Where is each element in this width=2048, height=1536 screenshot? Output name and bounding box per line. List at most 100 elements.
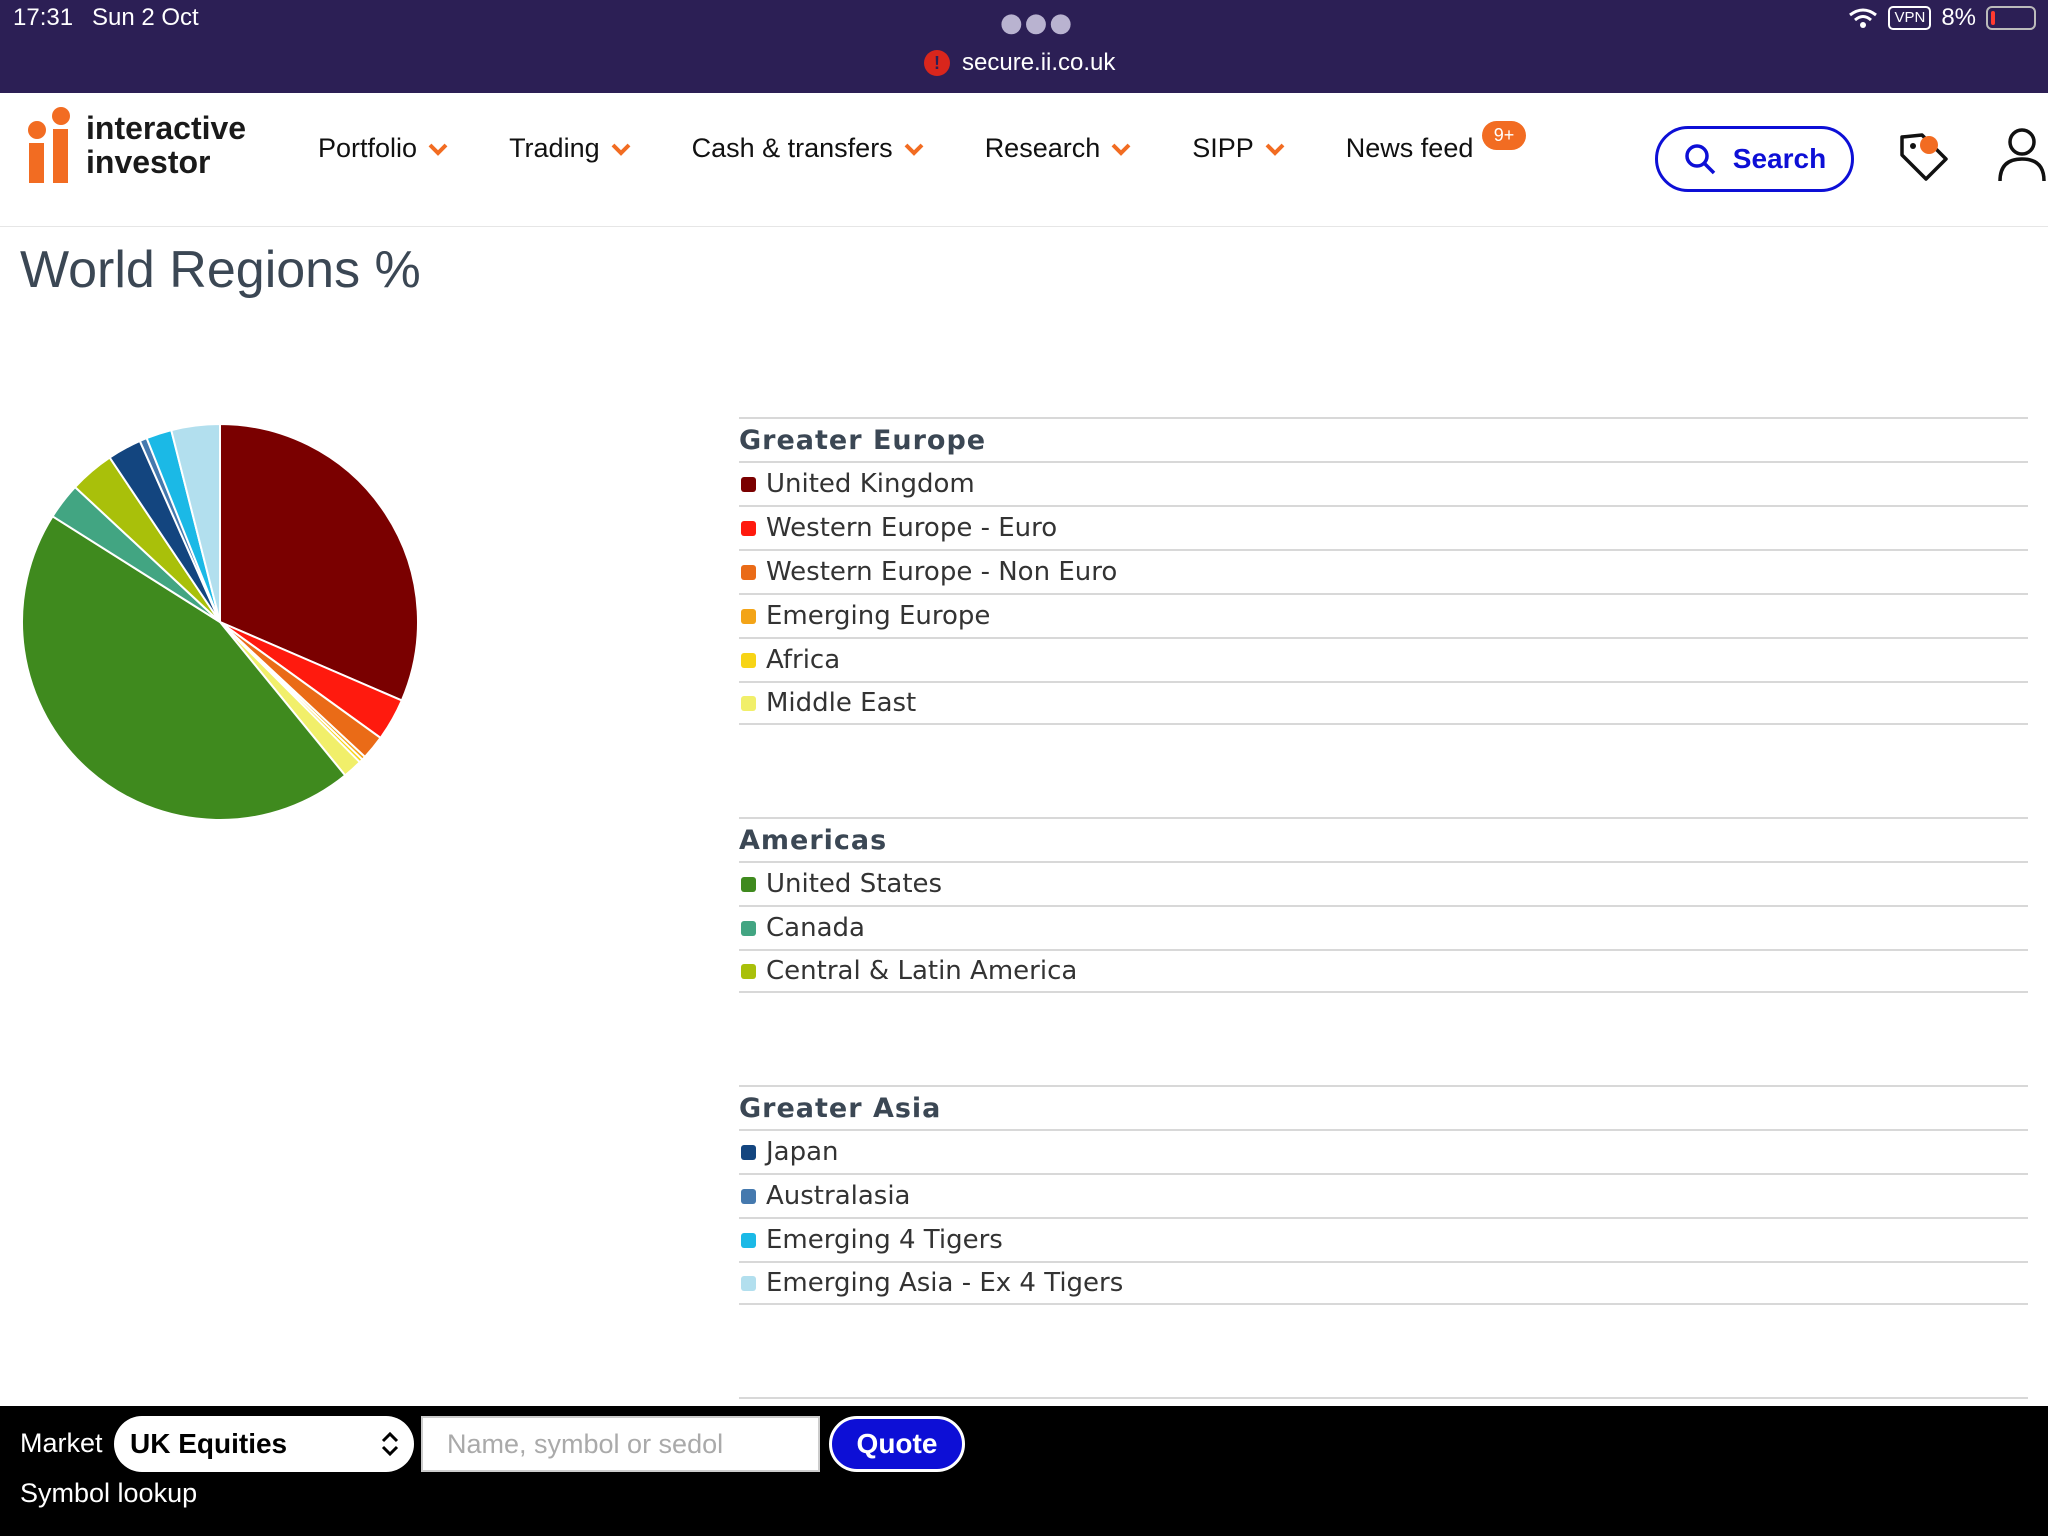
battery-percent: 8% bbox=[1941, 4, 1976, 31]
wifi-icon bbox=[1849, 8, 1878, 28]
chevron-down-icon bbox=[1111, 143, 1131, 156]
legend-row: Central & Latin America bbox=[739, 949, 2028, 993]
warning-icon: ! bbox=[924, 50, 950, 76]
region-header: Greater Europe bbox=[739, 417, 2028, 461]
region-header: Americas bbox=[739, 817, 2028, 861]
world-regions-pie-chart bbox=[21, 422, 420, 821]
nav-research[interactable]: Research bbox=[985, 133, 1133, 164]
legend-swatch bbox=[741, 476, 756, 492]
legend-label: Emerging Asia - Ex 4 Tigers bbox=[766, 1268, 1124, 1298]
legend-swatch bbox=[741, 1275, 756, 1291]
legend-label: Middle East bbox=[766, 688, 917, 718]
status-time: 17:31 bbox=[13, 4, 74, 31]
legend-label: Emerging Europe bbox=[766, 601, 991, 631]
price-tag-alert-icon[interactable] bbox=[1896, 129, 1952, 185]
legend-swatch bbox=[741, 920, 756, 936]
search-button[interactable]: Search bbox=[1655, 126, 1854, 192]
quote-button[interactable]: Quote bbox=[829, 1416, 965, 1472]
legend-label: Japan bbox=[766, 1137, 839, 1167]
pie-slice-united-kingdom bbox=[219, 422, 420, 702]
pie-slice-united-states bbox=[21, 514, 347, 821]
legend-row: Emerging Asia - Ex 4 Tigers bbox=[739, 1261, 2028, 1305]
legend-swatch bbox=[741, 1232, 756, 1248]
legend-label: Canada bbox=[766, 913, 865, 943]
legend-swatch bbox=[741, 695, 756, 711]
more-dots-icon[interactable]: ●●● bbox=[1000, 8, 1075, 38]
legend-label: Emerging 4 Tigers bbox=[766, 1225, 1003, 1255]
status-indicators: VPN 8% bbox=[1848, 4, 2036, 32]
nav-sipp[interactable]: SIPP bbox=[1192, 133, 1286, 164]
nav-label: News feed bbox=[1345, 133, 1474, 163]
legend-label: United Kingdom bbox=[766, 469, 975, 499]
news-feed-badge: 9+ bbox=[1481, 121, 1527, 150]
logo-line2: investor bbox=[86, 144, 211, 180]
vpn-badge: VPN bbox=[1888, 6, 1932, 30]
site-header: interactive investor Portfolio Trading C… bbox=[0, 93, 2048, 227]
nav-cash-transfers[interactable]: Cash & transfers bbox=[692, 133, 925, 164]
legend-swatch bbox=[741, 963, 756, 979]
user-account-icon[interactable] bbox=[1996, 125, 2048, 185]
logo-line1: interactive bbox=[86, 110, 247, 146]
legend-row: United Kingdom bbox=[739, 461, 2028, 505]
select-arrows-icon bbox=[381, 1431, 399, 1457]
address-bar[interactable]: ! secure.ii.co.uk bbox=[924, 46, 1115, 80]
legend-row: Africa bbox=[739, 637, 2028, 681]
nav-label: Portfolio bbox=[318, 133, 418, 163]
legend-swatch bbox=[741, 876, 756, 892]
legend-row: Emerging Europe bbox=[739, 593, 2028, 637]
chevron-down-icon bbox=[904, 143, 924, 156]
quote-bar: Market UK Equities Name, symbol or sedol… bbox=[0, 1406, 2048, 1536]
legend-label: Africa bbox=[766, 645, 841, 675]
nav-label: SIPP bbox=[1192, 133, 1254, 163]
divider bbox=[739, 1397, 2028, 1399]
symbol-lookup-link[interactable]: Symbol lookup bbox=[20, 1478, 198, 1508]
legend-row: United States bbox=[739, 861, 2028, 905]
nav-label: Research bbox=[984, 133, 1101, 163]
legend-row: Western Europe - Euro bbox=[739, 505, 2028, 549]
legend-label: Western Europe - Non Euro bbox=[766, 557, 1118, 587]
search-icon bbox=[1685, 144, 1716, 175]
legend-label: United States bbox=[766, 869, 943, 899]
legend-label: Western Europe - Euro bbox=[766, 513, 1058, 543]
chevron-down-icon bbox=[428, 143, 448, 156]
nav-portfolio[interactable]: Portfolio bbox=[318, 133, 449, 164]
logo[interactable]: interactive investor bbox=[28, 107, 246, 183]
legend-swatch bbox=[741, 652, 756, 668]
symbol-search-input[interactable]: Name, symbol or sedol bbox=[421, 1416, 820, 1472]
chevron-down-icon bbox=[1265, 143, 1285, 156]
legend-swatch bbox=[741, 1188, 756, 1204]
market-select[interactable]: UK Equities bbox=[114, 1416, 414, 1472]
legend-label: Australasia bbox=[766, 1181, 911, 1211]
nav-news-feed[interactable]: News feed 9+ bbox=[1345, 121, 1527, 164]
main-nav: Portfolio Trading Cash & transfers Resea… bbox=[318, 121, 1527, 164]
region-header: Greater Asia bbox=[739, 1085, 2028, 1129]
nav-label: Trading bbox=[509, 133, 600, 163]
legend-row: Western Europe - Non Euro bbox=[739, 549, 2028, 593]
nav-trading[interactable]: Trading bbox=[509, 133, 632, 164]
chevron-down-icon bbox=[611, 143, 631, 156]
legend-label: Central & Latin America bbox=[766, 956, 1078, 986]
battery-icon bbox=[1986, 6, 2036, 30]
legend-row: Middle East bbox=[739, 681, 2028, 725]
legend-swatch bbox=[741, 608, 756, 624]
legend-row: Emerging 4 Tigers bbox=[739, 1217, 2028, 1261]
legend-swatch bbox=[741, 564, 756, 580]
market-value: UK Equities bbox=[130, 1428, 288, 1459]
status-date: Sun 2 Oct bbox=[92, 4, 199, 31]
legend-swatch bbox=[741, 520, 756, 536]
logo-mark-icon bbox=[28, 107, 72, 183]
legend-swatch bbox=[741, 1144, 756, 1160]
pie-slice-emerging-asia-ex-4-tigers bbox=[170, 422, 221, 623]
legend-row: Canada bbox=[739, 905, 2028, 949]
greater-europe-table: Greater Europe United Kingdom Western Eur… bbox=[739, 417, 2028, 725]
page-title: World Regions % bbox=[20, 241, 421, 299]
legend-row: Australasia bbox=[739, 1173, 2028, 1217]
search-label: Search bbox=[1732, 143, 1827, 174]
market-label: Market bbox=[20, 1428, 103, 1458]
url-text: secure.ii.co.uk bbox=[962, 49, 1116, 76]
legend-row: Japan bbox=[739, 1129, 2028, 1173]
greater-asia-table: Greater Asia Japan Australasia Emerging 4 … bbox=[739, 1085, 2028, 1305]
americas-table: Americas United States Canada Central & La… bbox=[739, 817, 2028, 993]
nav-label: Cash & transfers bbox=[691, 133, 893, 163]
status-bar: 17:31 Sun 2 Oct ●●● ! secure.ii.co.uk VP… bbox=[0, 0, 2048, 93]
